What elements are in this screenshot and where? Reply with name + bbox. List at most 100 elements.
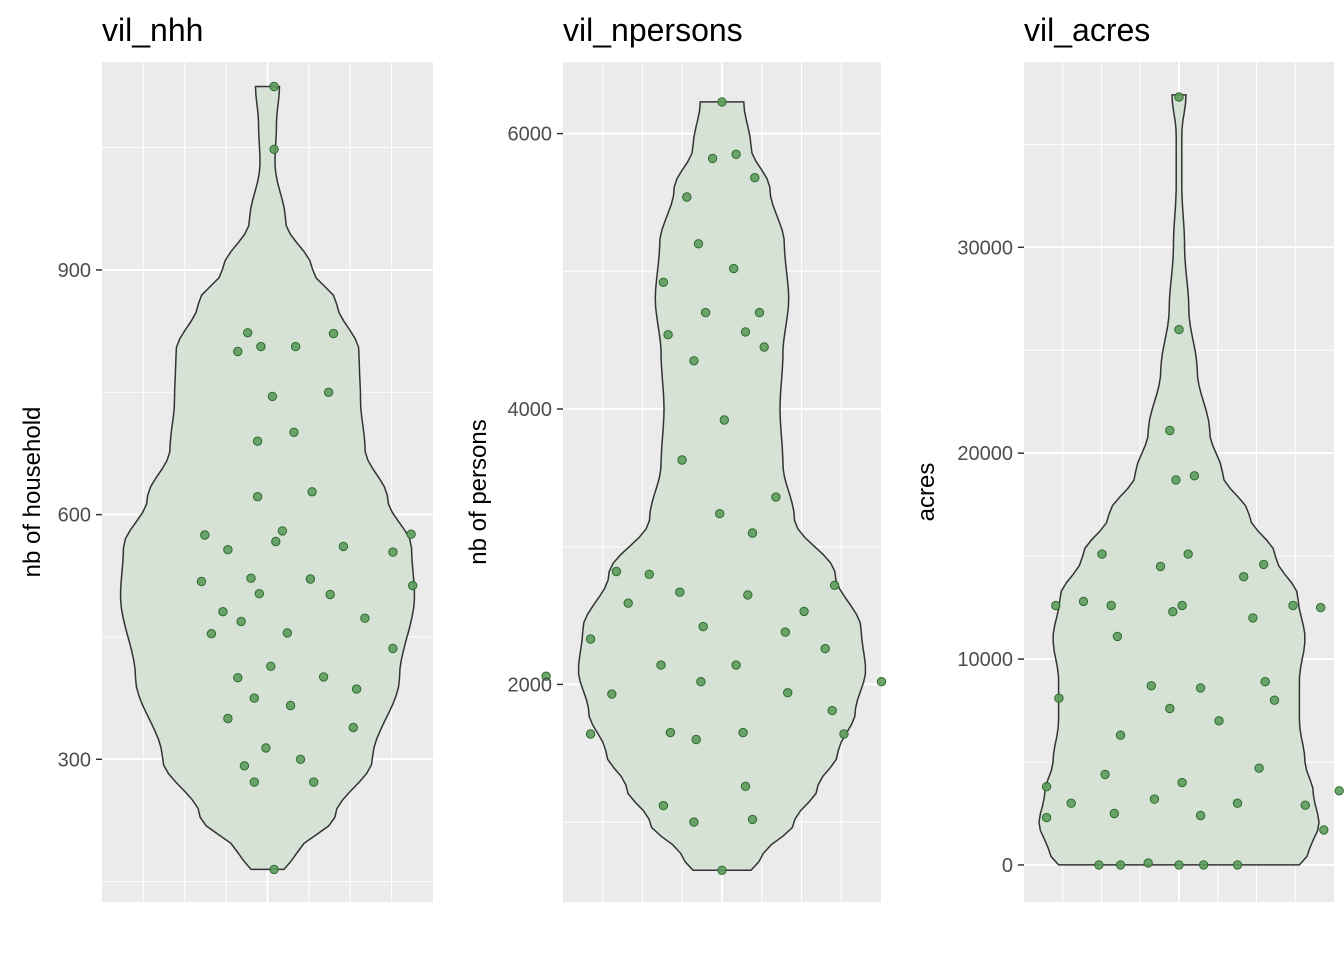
data-point [271,536,281,547]
data-point [1259,559,1269,570]
data-point [1174,324,1184,335]
data-point [715,509,725,519]
data-point [1334,786,1344,796]
y-tick-label: 2000 [508,674,553,696]
data-point [1177,600,1187,611]
data-point [693,239,704,249]
data-point [269,864,279,875]
data-point [799,606,809,617]
panel-vil-nhh: 300 600 900 vil_nhh nb of household [19,12,433,902]
data-point [731,149,741,160]
data-point [1094,860,1104,870]
data-point [1115,730,1126,740]
data-point [738,727,748,738]
data-point [783,688,793,698]
data-point [1100,769,1110,780]
data-point [1288,600,1298,611]
data-point [658,800,669,811]
data-point [754,307,765,318]
data-point [607,689,617,699]
data-point [1168,607,1178,617]
data-point [318,672,329,682]
data-point [1078,596,1089,607]
data-point [239,761,250,771]
data-point [740,327,751,337]
data-point [249,693,260,703]
violin-shape [119,85,416,871]
data-point [698,621,708,632]
data-point [1054,693,1064,703]
violin-shape [577,101,867,872]
data-point [233,346,243,357]
data-point [256,341,266,352]
data-point [719,415,729,425]
y-tick-label: 4000 [508,399,553,421]
data-point [243,328,253,338]
data-point [644,569,654,579]
data-point [325,589,335,600]
data-point [1149,794,1160,804]
data-point [1260,677,1270,687]
data-point [1195,810,1206,821]
y-tick-label: 0 [1002,855,1013,877]
data-point [289,427,299,437]
data-point [1248,613,1258,623]
data-point [277,526,288,536]
data-point [266,661,276,671]
data-point [682,192,692,202]
data-point [351,684,362,694]
y-tick-label: 900 [58,260,91,282]
data-point [285,700,296,711]
data-point [1051,600,1061,611]
data-point [656,660,666,670]
data-point [1174,860,1184,870]
data-point [252,436,263,446]
data-point [290,341,301,352]
data-point [677,455,687,465]
data-point [1300,800,1311,810]
data-point [585,634,596,644]
data-point [267,391,278,402]
data-point [269,144,279,155]
data-point [729,263,739,274]
data-point [1177,777,1187,788]
y-axis-ticks: 2000 4000 6000 [508,124,563,696]
data-point [1112,631,1123,642]
panel-vil-npersons: 2000 4000 6000 vil_npersons nb of persons [465,12,887,902]
y-tick-label: 30000 [957,237,1013,259]
y-axis-label: nb of household [19,407,46,578]
data-point [747,528,758,538]
data-point [658,277,669,287]
data-point [218,607,228,617]
y-axis-label: nb of persons [465,419,492,564]
data-point [328,328,339,339]
y-tick-label: 10000 [957,649,1013,671]
data-point [388,643,398,654]
data-point [585,729,596,739]
data-point [780,627,790,637]
data-point [759,342,769,352]
y-axis-ticks: 0 10000 20000 30000 [957,237,1024,877]
data-point [747,814,758,825]
data-point [1239,572,1249,582]
data-point [689,356,699,366]
data-point [876,677,887,687]
data-points [541,97,887,875]
data-point [305,574,316,584]
data-point [1232,860,1243,870]
y-axis-ticks: 300 600 900 [58,260,102,771]
data-point [269,81,279,92]
data-point [750,173,760,183]
data-point [236,616,246,627]
data-point [827,705,837,716]
data-point [675,587,685,597]
data-point [665,727,676,738]
chart-title: vil_acres [1024,12,1150,48]
data-point [743,590,753,600]
data-point [820,643,830,654]
data-points [1041,92,1344,870]
data-points [196,81,418,875]
data-point [307,487,317,497]
data-point [611,566,622,577]
data-point [295,754,306,764]
